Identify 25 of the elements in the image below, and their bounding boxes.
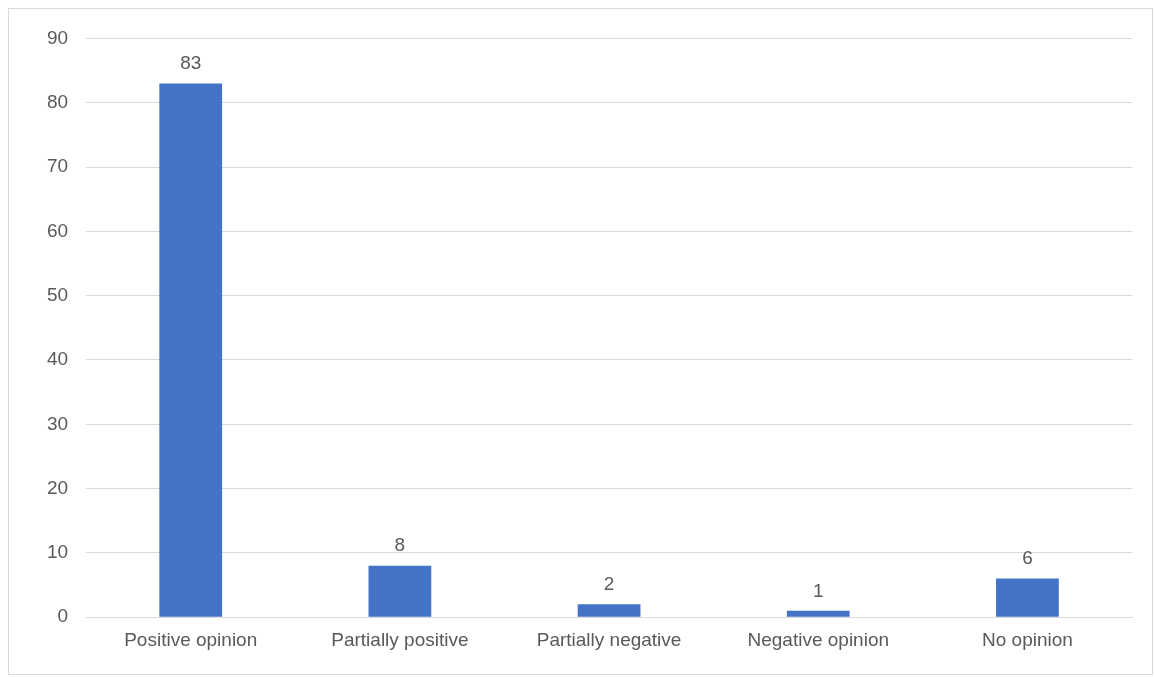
data-label: 8 — [394, 534, 406, 556]
bar — [159, 83, 223, 617]
data-label: 83 — [180, 52, 202, 74]
x-tick-label: No opinion — [981, 628, 1073, 650]
y-tick-label: 60 — [46, 219, 69, 241]
y-tick-label: 30 — [46, 412, 69, 434]
data-label: 1 — [812, 579, 824, 601]
y-tick-label: 80 — [46, 90, 69, 112]
x-tick-label: Positive opinion — [124, 628, 258, 650]
y-tick-label: 20 — [46, 476, 69, 498]
bar — [577, 604, 641, 617]
y-tick-label: 0 — [57, 605, 69, 627]
x-tick-label: Partially positive — [331, 628, 469, 650]
y-tick-label: 70 — [46, 155, 69, 177]
y-tick-label: 90 — [46, 26, 69, 48]
y-tick-label: 10 — [46, 541, 69, 563]
x-tick-label: Partially negative — [536, 628, 682, 650]
bar — [786, 610, 850, 617]
bar — [368, 565, 432, 617]
y-tick-label: 40 — [46, 348, 69, 370]
bar — [996, 578, 1059, 617]
data-label: 2 — [603, 573, 615, 595]
data-label: 6 — [1022, 547, 1033, 569]
y-tick-label: 50 — [46, 283, 69, 305]
x-tick-label: Negative opinion — [747, 628, 890, 650]
